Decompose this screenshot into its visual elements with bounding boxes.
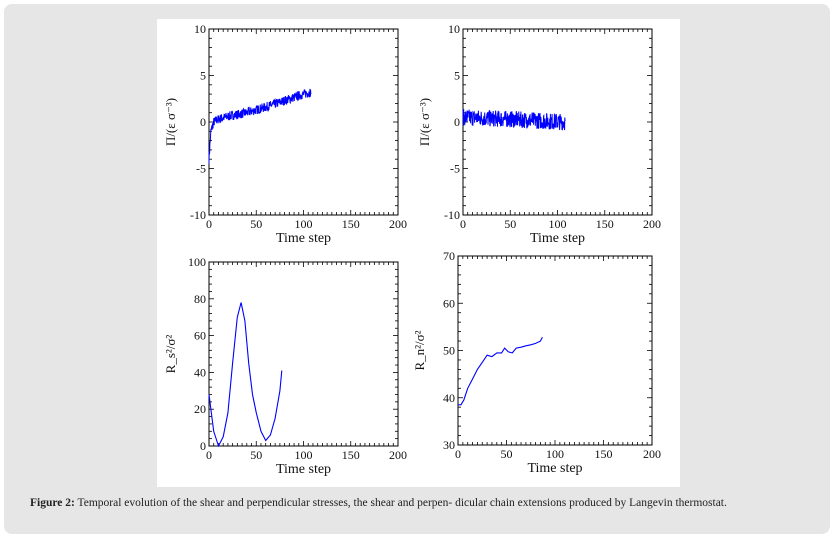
y-tick-label: 30 bbox=[443, 438, 455, 452]
y-tick-label: 60 bbox=[443, 296, 455, 310]
x-tick-label: 100 bbox=[295, 448, 313, 462]
x-axis-label: Time step bbox=[276, 231, 331, 246]
series-line bbox=[458, 337, 543, 406]
y-tick-label: 40 bbox=[194, 365, 206, 379]
caption-label: Figure 2: bbox=[30, 497, 75, 509]
y-axis-label: Π/(ε σ⁻³) bbox=[163, 98, 178, 146]
x-tick-label: 100 bbox=[549, 217, 567, 231]
y-axis-label: Π/(ε σ⁻³) bbox=[417, 98, 432, 146]
chart-perpendicular-extension: 0 50 100 150 200 30 40 50 60 70 Time step R_n²/σ² bbox=[412, 249, 661, 476]
caption-text: Temporal evolution of the shear and perp… bbox=[77, 497, 727, 509]
y-tick-label: -5 bbox=[196, 162, 206, 176]
x-tick-label: 0 bbox=[455, 447, 461, 461]
x-tick-label: 150 bbox=[342, 448, 360, 462]
x-tick-label: 50 bbox=[250, 217, 262, 231]
y-tick-label: 10 bbox=[194, 22, 206, 36]
x-axis-label: Time step bbox=[276, 462, 331, 477]
x-tick-label: 100 bbox=[295, 217, 313, 231]
x-tick-label: 0 bbox=[206, 217, 212, 231]
y-tick-label: 5 bbox=[454, 69, 460, 83]
plot-frame bbox=[208, 261, 399, 447]
x-tick-label: 0 bbox=[460, 217, 466, 231]
y-axis-label: R_n²/σ² bbox=[412, 330, 427, 370]
y-tick-label: 10 bbox=[448, 22, 460, 36]
y-tick-label: 70 bbox=[443, 249, 455, 263]
x-tick-label: 150 bbox=[342, 217, 360, 231]
x-axis-label: Time step bbox=[527, 461, 582, 476]
y-tick-label: 80 bbox=[194, 292, 206, 306]
chart-shear-stress: 0 50 100 150 200 -10 -5 0 5 10 Time step Π/(ε σ⁻³) bbox=[163, 22, 407, 246]
series-line bbox=[208, 302, 283, 448]
y-tick-label: 0 bbox=[200, 115, 206, 129]
x-tick-label: 150 bbox=[595, 447, 613, 461]
x-tick-label: 200 bbox=[643, 447, 661, 461]
figure-panel: 0 50 100 150 200 -10 -5 0 5 10 Time step Π/(ε σ⁻³) 0… bbox=[4, 4, 830, 534]
series-line bbox=[462, 109, 566, 131]
y-tick-label: 0 bbox=[454, 115, 460, 129]
figure-caption: Figure 2: Temporal evolution of the shea… bbox=[30, 496, 820, 511]
x-tick-label: 200 bbox=[643, 217, 661, 231]
x-tick-label: 200 bbox=[389, 448, 407, 462]
plot-frame bbox=[208, 28, 399, 216]
x-tick-label: 0 bbox=[206, 448, 212, 462]
y-tick-label: 0 bbox=[200, 439, 206, 453]
y-tick-label: -10 bbox=[444, 208, 460, 222]
chart-perpendicular-stress: 0 50 100 150 200 -10 -5 0 5 10 Time step Π/(ε σ⁻³) bbox=[417, 22, 661, 246]
y-tick-label: 20 bbox=[194, 402, 206, 416]
x-tick-label: 200 bbox=[389, 217, 407, 231]
figure: 0 50 100 150 200 -10 -5 0 5 10 Time step Π/(ε σ⁻³) 0… bbox=[157, 19, 680, 487]
y-tick-label: -10 bbox=[190, 208, 206, 222]
y-axis-label: R_s²/σ² bbox=[163, 335, 178, 374]
x-tick-label: 50 bbox=[250, 448, 262, 462]
y-tick-label: 40 bbox=[443, 391, 455, 405]
x-tick-label: 50 bbox=[504, 217, 516, 231]
y-tick-label: 50 bbox=[443, 344, 455, 358]
x-axis-label: Time step bbox=[530, 231, 585, 246]
x-tick-label: 50 bbox=[501, 447, 513, 461]
plot-frame bbox=[457, 255, 653, 446]
x-tick-label: 150 bbox=[596, 217, 614, 231]
series-line bbox=[208, 88, 312, 164]
y-tick-label: 5 bbox=[200, 69, 206, 83]
y-tick-label: 100 bbox=[188, 255, 206, 269]
y-tick-label: -5 bbox=[450, 162, 460, 176]
x-tick-label: 100 bbox=[546, 447, 564, 461]
y-tick-label: 60 bbox=[194, 329, 206, 343]
